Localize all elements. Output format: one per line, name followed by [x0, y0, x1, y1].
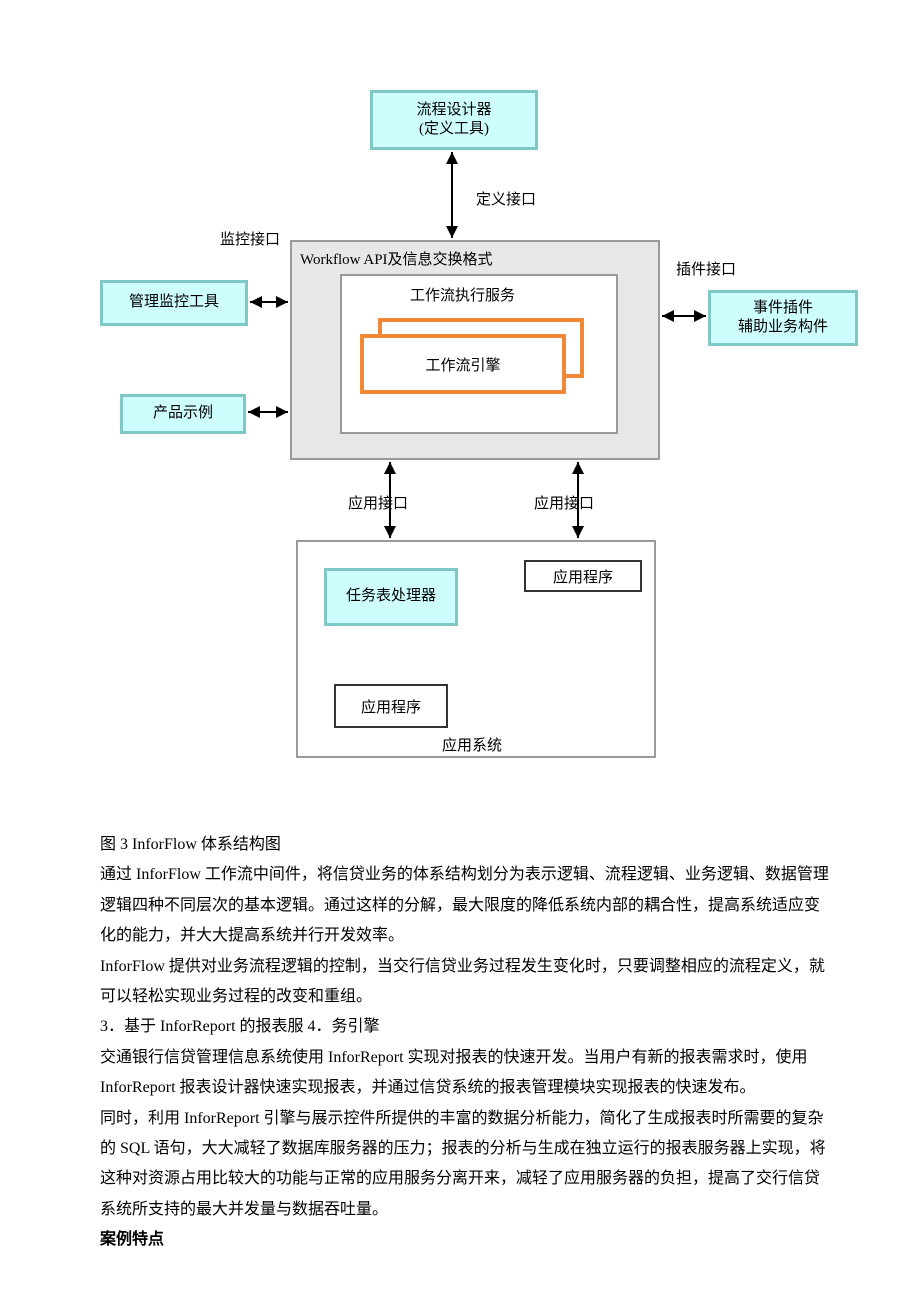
node-monitor-tool: 管理监控工具: [100, 280, 248, 326]
paragraph-3: 3．基于 InforReport 的报表服 4．务引擎: [100, 1012, 830, 1042]
label-app-interface-left: 应用接口: [348, 492, 408, 513]
paragraph-5: 同时，利用 InforReport 引擎与展示控件所提供的丰富的数据分析能力，简…: [100, 1104, 830, 1226]
paragraph-2: InforFlow 提供对业务流程逻辑的控制，当交行信贷业务过程发生变化时，只要…: [100, 952, 830, 1013]
architecture-diagram: 流程设计器(定义工具) 管理监控工具 产品示例 事件插件辅助业务构件 Workf…: [100, 90, 880, 790]
figure-caption: 图 3 InforFlow 体系结构图: [100, 830, 830, 860]
label-monitor-interface: 监控接口: [220, 228, 280, 249]
app-system-label: 应用系统: [442, 734, 502, 755]
label-app-interface-right: 应用接口: [534, 492, 594, 513]
workflow-service-label: 工作流执行服务: [410, 284, 515, 305]
node-task-processor: 任务表处理器: [324, 568, 458, 626]
section-heading: 案例特点: [100, 1225, 830, 1255]
label-define-interface: 定义接口: [476, 188, 536, 209]
node-event-plugin: 事件插件辅助业务构件: [708, 290, 858, 346]
page: 流程设计器(定义工具) 管理监控工具 产品示例 事件插件辅助业务构件 Workf…: [0, 90, 920, 1255]
workflow-api-title: Workflow API及信息交换格式: [300, 248, 493, 269]
node-product-example: 产品示例: [120, 394, 246, 434]
node-app-program-2: 应用程序: [524, 560, 642, 592]
workflow-engine-front: 工作流引擎: [360, 334, 566, 394]
label-plugin-interface: 插件接口: [676, 258, 736, 279]
node-app-program-1: 应用程序: [334, 684, 448, 728]
body-text: 图 3 InforFlow 体系结构图 通过 InforFlow 工作流中间件，…: [100, 830, 830, 1255]
node-process-designer: 流程设计器(定义工具): [370, 90, 538, 150]
paragraph-1: 通过 InforFlow 工作流中间件，将信贷业务的体系结构划分为表示逻辑、流程…: [100, 860, 830, 951]
paragraph-4: 交通银行信贷管理信息系统使用 InforReport 实现对报表的快速开发。当用…: [100, 1043, 830, 1104]
